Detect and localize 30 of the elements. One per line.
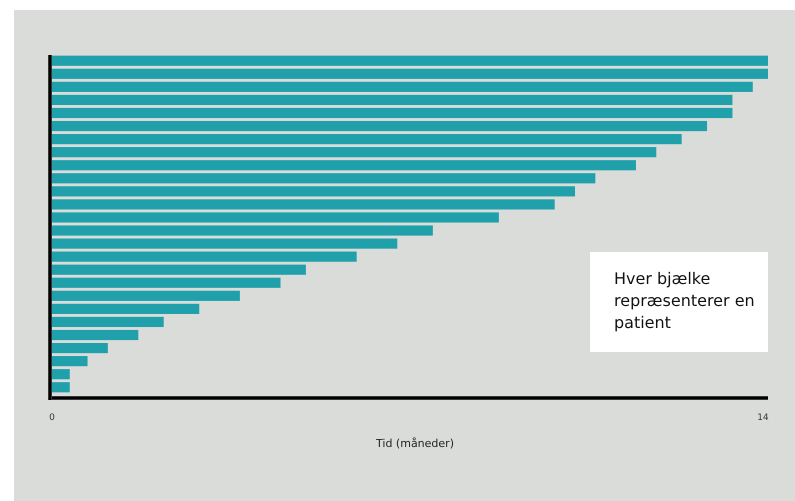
bar [52,147,656,158]
bar [52,316,164,328]
bar [52,304,200,314]
bar [52,94,732,106]
bar [52,356,88,366]
x-axis-title: Tid (måneder) [375,437,454,450]
bar [52,108,732,118]
bar [52,278,281,288]
bar [52,186,576,196]
bar [52,56,768,66]
bar [52,82,753,92]
x-tick-label: 0 [49,413,56,423]
bar [52,252,357,262]
bar [52,330,138,340]
bar [52,290,240,301]
bar [52,238,398,249]
bar [52,369,70,380]
bar [52,120,708,132]
bar [52,134,682,144]
bar [52,199,555,210]
bar [52,173,596,184]
bar [52,225,433,236]
bar [52,68,768,79]
annotation: Hver bjælke repræsenterer en patient [614,269,755,332]
bar [52,342,108,354]
bar [52,382,70,392]
x-tick-label: 14 [757,413,769,423]
bar [52,160,636,170]
bar [52,264,306,275]
bar [52,212,499,223]
